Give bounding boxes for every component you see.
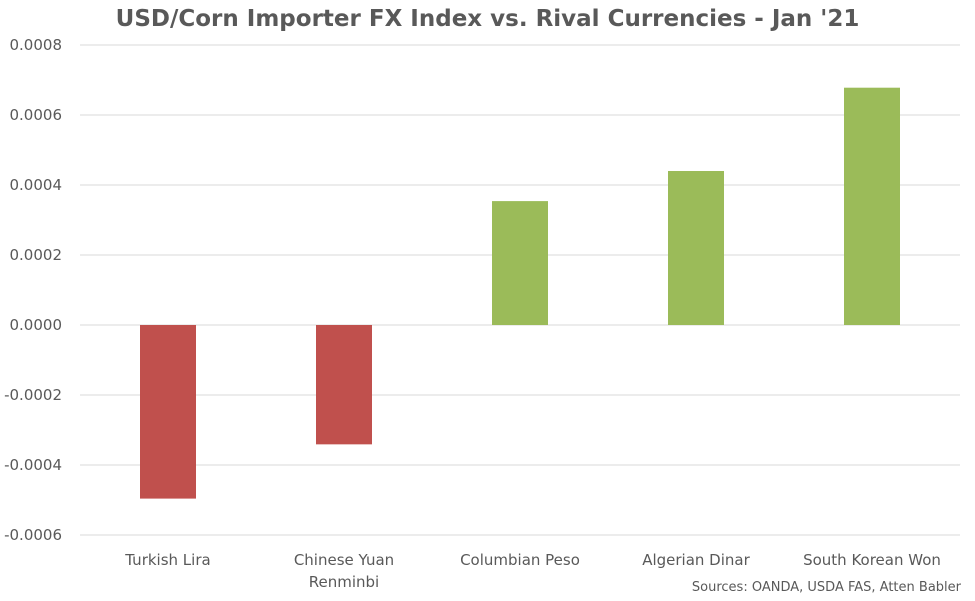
y-tick-label: -0.0006 xyxy=(4,526,62,544)
y-tick-label: 0.0002 xyxy=(10,246,63,264)
bar-south-korean-won xyxy=(844,87,900,325)
x-category-label: Turkish Lira xyxy=(124,551,210,569)
y-tick-label: 0.0000 xyxy=(10,316,63,334)
x-axis-labels: Turkish Lira Chinese Yuan Renminbi Columbia… xyxy=(124,551,941,591)
y-tick-label: 0.0004 xyxy=(10,176,63,194)
y-axis-ticks: 0.0008 0.0006 0.0004 0.0002 0.0000 -0.0002 -0.… xyxy=(4,36,62,544)
bar-chinese-yuan-renminbi xyxy=(316,325,372,445)
y-tick-label: -0.0002 xyxy=(4,386,62,404)
bars xyxy=(140,87,900,499)
source-note: Sources: OANDA, USDA FAS, Atten Babler xyxy=(691,580,961,595)
bar-columbian-peso xyxy=(492,201,548,325)
bar-turkish-lira xyxy=(140,325,196,499)
chart-title: USD/Corn Importer FX Index vs. Rival Cur… xyxy=(115,6,860,32)
x-category-label: Chinese Yuan Renminbi xyxy=(294,551,394,591)
y-tick-label: 0.0008 xyxy=(10,36,63,54)
x-category-label: South Korean Won xyxy=(803,551,941,569)
y-tick-label: -0.0004 xyxy=(4,456,62,474)
x-category-label: Columbian Peso xyxy=(460,551,580,569)
bar-algerian-dinar xyxy=(668,171,724,325)
y-tick-label: 0.0006 xyxy=(10,106,63,124)
gridlines xyxy=(80,44,960,536)
x-category-label: Algerian Dinar xyxy=(642,551,750,569)
